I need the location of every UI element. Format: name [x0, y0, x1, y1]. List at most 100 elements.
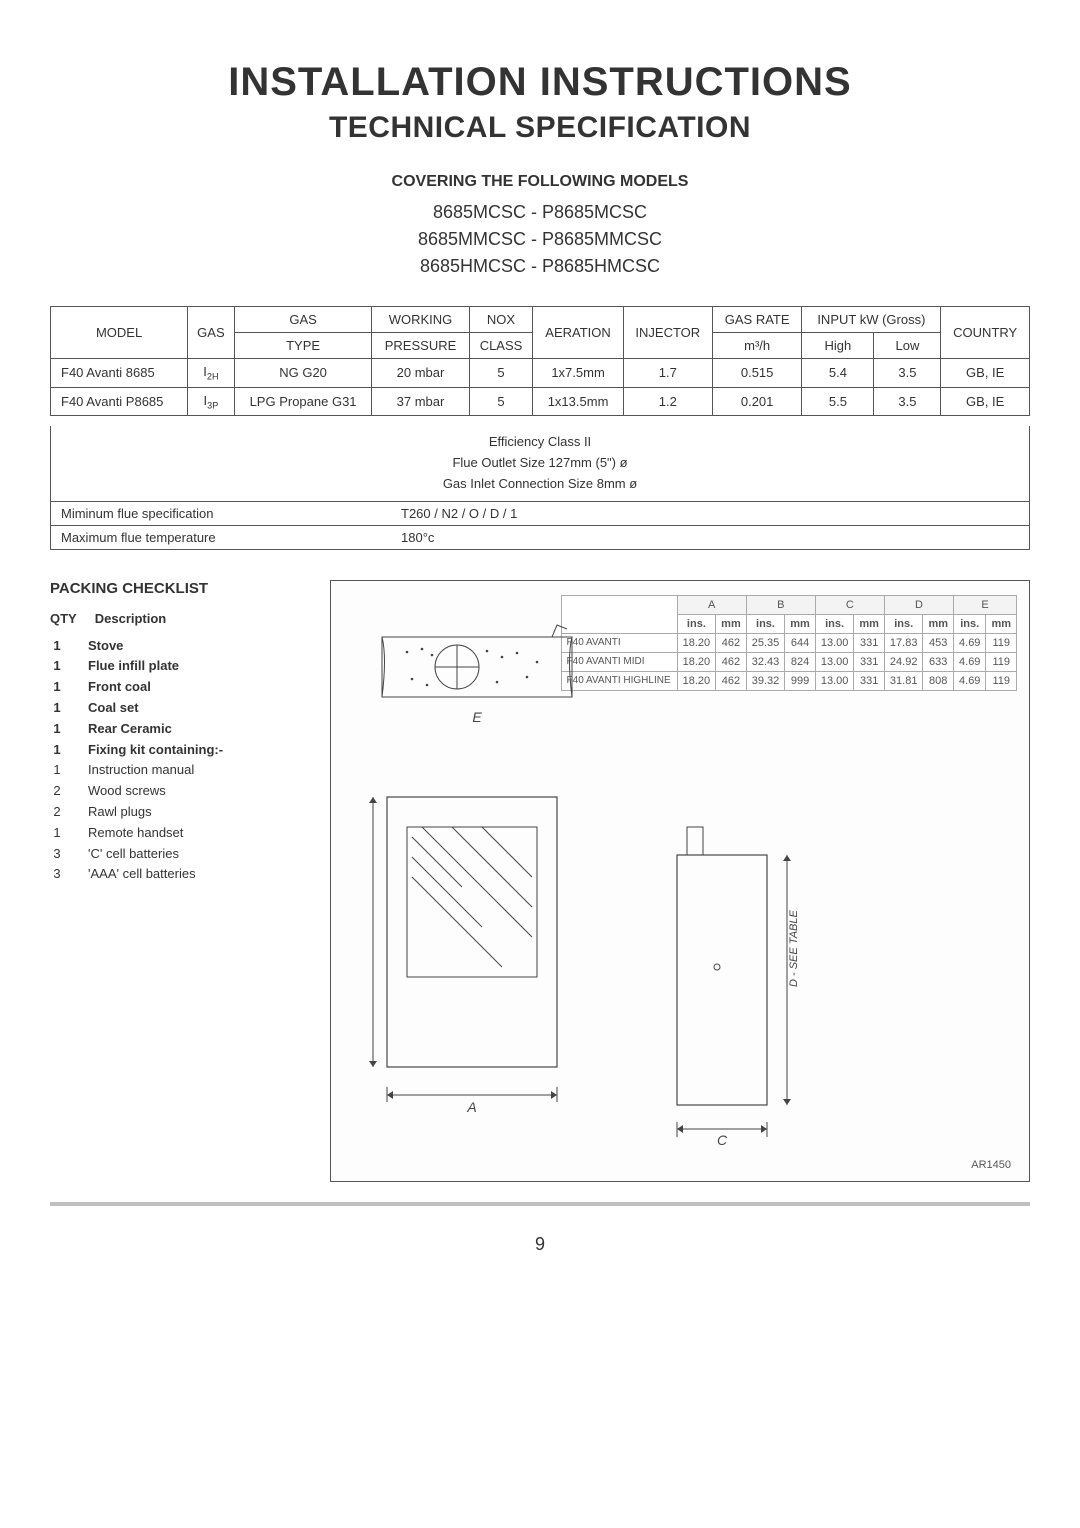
cell: 1.7 [623, 359, 712, 388]
packing-qty: 2 [50, 781, 64, 802]
packing-header-desc: Description [95, 611, 167, 626]
packing-qty: 3 [50, 864, 64, 885]
dimensions-figure: A B C D E ins.mmins.mmins.mmins.mmins.mm… [330, 580, 1030, 1182]
page-number: 9 [50, 1234, 1030, 1255]
hdr-model: MODEL [51, 307, 188, 359]
packing-desc: Rawl plugs [88, 802, 152, 823]
hdr-m3h: m³/h [712, 333, 801, 359]
svg-text:B - SEE TABLE: B - SEE TABLE [367, 852, 370, 936]
cell: 1x13.5mm [533, 387, 623, 416]
packing-item: 1Coal set [50, 698, 310, 719]
packing-item: 1Stove [50, 636, 310, 657]
hdr-injector: INJECTOR [623, 307, 712, 359]
hdr-type: TYPE [234, 333, 372, 359]
svg-text:A: A [466, 1099, 476, 1115]
model-line: 8685HMCSC - P8685HMCSC [50, 253, 1030, 280]
cell: GB, IE [941, 359, 1030, 388]
doc-title: INSTALLATION INSTRUCTIONS [50, 60, 1030, 105]
packing-item: 1 Instruction manual [50, 760, 310, 781]
cell: I2H [188, 359, 234, 388]
hdr-class: CLASS [469, 333, 533, 359]
packing-desc: Stove [88, 636, 123, 657]
hdr-gasrate: GAS RATE [712, 307, 801, 333]
packing-desc: Fixing kit containing:- [88, 740, 223, 761]
packing-desc: 'C' cell batteries [88, 844, 179, 865]
cell: 5 [469, 387, 533, 416]
cell: NG G20 [234, 359, 372, 388]
cell: F40 Avanti 8685 [51, 359, 188, 388]
hdr-pressure: PRESSURE [372, 333, 469, 359]
packing-desc: 'AAA' cell batteries [88, 864, 196, 885]
spec-kv-row: Miminum flue specification T260 / N2 / O… [51, 502, 1029, 526]
kv-value: T260 / N2 / O / D / 1 [401, 506, 517, 521]
hdr-high: High [802, 333, 874, 359]
packing-qty: 1 [50, 656, 64, 677]
hdr-country: COUNTRY [941, 307, 1030, 359]
packing-qty: 1 [50, 677, 64, 698]
packing-item: 3 'C' cell batteries [50, 844, 310, 865]
packing-item: 1 Remote handset [50, 823, 310, 844]
packing-item: 1Fixing kit containing:- [50, 740, 310, 761]
packing-desc: Front coal [88, 677, 151, 698]
packing-desc: Rear Ceramic [88, 719, 172, 740]
packing-item: 2 Wood screws [50, 781, 310, 802]
packing-item: 1 Flue infill plate [50, 656, 310, 677]
spec-notes: Efficiency Class II Flue Outlet Size 127… [50, 426, 1030, 549]
spec-row: F40 Avanti 8685 I2H NG G20 20 mbar 5 1x7… [51, 359, 1030, 388]
cell: 1x7.5mm [533, 359, 623, 388]
doc-subtitle: TECHNICAL SPECIFICATION [50, 111, 1030, 145]
packing-qty: 2 [50, 802, 64, 823]
models-heading: COVERING THE FOLLOWING MODELS [50, 173, 1030, 191]
packing-desc: Coal set [88, 698, 139, 719]
packing-qty: 1 [50, 823, 64, 844]
packing-desc: Flue infill plate [88, 656, 179, 677]
packing-desc: Instruction manual [88, 760, 194, 781]
models-list: 8685MCSC - P8685MCSC 8685MMCSC - P8685MM… [50, 199, 1030, 280]
cell: LPG Propane G31 [234, 387, 372, 416]
kv-label: Maximum flue temperature [61, 530, 401, 545]
note-line: Efficiency Class II [51, 432, 1029, 453]
hdr-input: INPUT kW (Gross) [802, 307, 941, 333]
stove-side-diagram: C D - SEE TABLE [657, 817, 837, 1147]
hdr-low: Low [874, 333, 941, 359]
packing-qty: 3 [50, 844, 64, 865]
cell: 5 [469, 359, 533, 388]
packing-desc: Remote handset [88, 823, 183, 844]
cell: 1.2 [623, 387, 712, 416]
packing-item: 1 Front coal [50, 677, 310, 698]
cell: F40 Avanti P8685 [51, 387, 188, 416]
packing-item: 2 Rawl plugs [50, 802, 310, 823]
cell: GB, IE [941, 387, 1030, 416]
model-line: 8685MMCSC - P8685MMCSC [50, 226, 1030, 253]
packing-header-qty: QTY [50, 611, 77, 626]
footer-rule [50, 1202, 1030, 1206]
svg-text:C: C [717, 1132, 728, 1147]
cell: 3.5 [874, 359, 941, 388]
packing-item: 1 Rear Ceramic [50, 719, 310, 740]
hdr-nox: NOX [469, 307, 533, 333]
figure-ref: AR1450 [971, 1159, 1011, 1171]
svg-text:E: E [472, 709, 482, 725]
cell: 0.201 [712, 387, 801, 416]
cell: 37 mbar [372, 387, 469, 416]
model-line: 8685MCSC - P8685MCSC [50, 199, 1030, 226]
hdr-working: WORKING [372, 307, 469, 333]
packing-qty: 1 [50, 719, 64, 740]
kv-label: Miminum flue specification [61, 506, 401, 521]
packing-item: 3 'AAA' cell batteries [50, 864, 310, 885]
packing-checklist: PACKING CHECKLIST QTY Description 1Stove… [50, 580, 310, 1182]
hdr-aeration: AERATION [533, 307, 623, 359]
hdr-gastype: GAS [234, 307, 372, 333]
packing-desc: Wood screws [88, 781, 166, 802]
spec-table: MODEL GAS GAS WORKING NOX AERATION INJEC… [50, 306, 1030, 416]
cell: 0.515 [712, 359, 801, 388]
kv-value: 180°c [401, 530, 434, 545]
note-line: Gas Inlet Connection Size 8mm ø [51, 474, 1029, 495]
stove-front-diagram: A B - SEE TABLE [367, 767, 597, 1117]
svg-text:D - SEE TABLE: D - SEE TABLE [788, 909, 800, 986]
packing-qty: 1 [50, 760, 64, 781]
hdr-gas: GAS [188, 307, 234, 359]
cell: 5.5 [802, 387, 874, 416]
cell: I3P [188, 387, 234, 416]
spec-center-notes: Efficiency Class II Flue Outlet Size 127… [51, 426, 1029, 501]
